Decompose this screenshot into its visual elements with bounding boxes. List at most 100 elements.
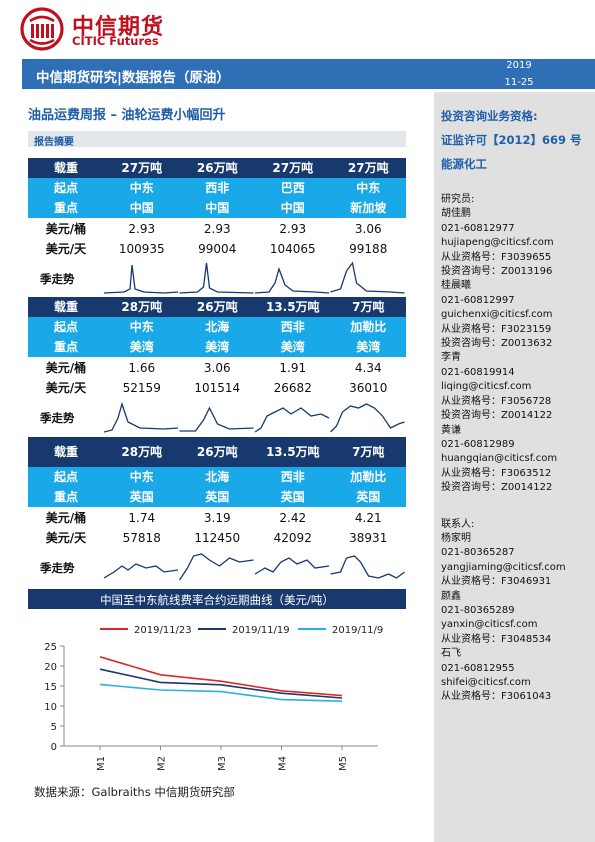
cell: 28万吨 <box>121 445 163 459</box>
cell: 西非 <box>280 320 305 334</box>
contact-cert: 从业资格号：F3046931 <box>441 576 552 588</box>
cell: 99004 <box>198 242 237 256</box>
researcher-phone: 021-60819914 <box>441 366 515 378</box>
cell: 42092 <box>273 531 312 545</box>
researcher-cert: 从业资格号：F3039655 <box>441 251 552 263</box>
sparkline <box>178 553 254 581</box>
cell: 27万吨 <box>121 161 163 175</box>
researcher-name: 李青 <box>441 352 461 364</box>
cell: 中国 <box>280 201 305 215</box>
sparkline <box>254 266 330 294</box>
freight-table-2: 载重 28万吨 26万吨 13.5万吨 7万吨 起点 中东 北海 西非 加勒比 重点 美湾 美湾 美湾 美湾… <box>28 297 406 435</box>
researcher-email[interactable]: hujiapeng@citicsf.com <box>441 237 554 249</box>
sparkline <box>254 407 330 433</box>
legend-label: 2019/11/23 <box>134 625 192 636</box>
series-line <box>99 683 343 702</box>
cell: 英国 <box>205 490 230 504</box>
banner-title: 中信期货研究|数据报告（原油） <box>36 70 230 86</box>
y-tick-label: 0 <box>51 742 57 753</box>
contact-email[interactable]: yangjiaming@citicsf.com <box>441 561 566 573</box>
cell: 1.91 <box>279 361 307 375</box>
row-label: 美元/天 <box>45 242 87 256</box>
cell: 英国 <box>356 490 381 504</box>
cell: 中东 <box>129 320 154 334</box>
y-tick-label: 5 <box>51 722 57 733</box>
sparkline <box>179 406 254 432</box>
researcher-email[interactable]: guichenxi@citicsf.com <box>441 309 553 321</box>
cell: 27万吨 <box>347 161 389 175</box>
data-source: 数据来源：Galbraiths 中信期货研究部 <box>34 785 235 799</box>
row-label: 起点 <box>53 470 78 484</box>
row-dest: 重点 中国 中国 中国 新加坡 <box>28 198 406 218</box>
department: 能源化工 <box>441 157 487 171</box>
report-title: 油品运费周报 – 油轮运费小幅回升 <box>28 108 226 123</box>
row-label: 载重 <box>53 300 78 314</box>
cell: 13.5万吨 <box>265 300 320 314</box>
contact-cert: 从业资格号：F3048534 <box>441 633 552 645</box>
researchers-label: 研究员: <box>441 194 475 205</box>
row-usd-bbl: 美元/桶 1.74 3.19 2.42 4.21 <box>28 508 406 528</box>
season-label: 季走势 <box>40 411 75 425</box>
y-tick-label: 15 <box>44 682 57 693</box>
sparkline <box>104 264 179 294</box>
cell: 中东 <box>129 181 154 195</box>
cell: 北海 <box>205 320 230 334</box>
contact-email[interactable]: shifei@citicsf.com <box>441 677 531 688</box>
cell: 中东 <box>129 470 154 484</box>
row-label: 美元/桶 <box>45 222 87 236</box>
seasonal-sparklines <box>104 553 405 581</box>
seasonal-sparklines <box>104 401 405 433</box>
cell: 西非 <box>205 181 230 195</box>
row-label: 美元/天 <box>45 531 87 545</box>
contact-email[interactable]: yanxin@citicsf.com <box>441 619 538 631</box>
researcher-phone: 021-60812989 <box>441 438 515 450</box>
cell: 38931 <box>349 531 388 545</box>
contacts-label: 联系人: <box>441 518 475 530</box>
cell: 美湾 <box>129 340 154 354</box>
summary-label: 报告摘要 <box>34 137 74 148</box>
freight-table-3: 载重 28万吨 26万吨 13.5万吨 7万吨 起点 中东 北海 西非 加勒比 重点 英国 英国 英国 英国… <box>28 437 406 584</box>
row-load: 载重 28万吨 26万吨 13.5万吨 7万吨 <box>28 437 406 467</box>
row-load: 载重 28万吨 26万吨 13.5万吨 7万吨 <box>28 297 406 317</box>
sparkline <box>254 557 330 575</box>
forward-curve-chart: 2019/11/23 2019/11/19 2019/11/9 0 5 10 15 20 25 M… <box>44 625 383 771</box>
sidebar <box>434 92 595 842</box>
report-date-monthday: 11-25 <box>504 77 534 88</box>
header-banner <box>22 59 595 89</box>
cell: 26万吨 <box>196 161 238 175</box>
contact-name: 颜鑫 <box>441 590 461 602</box>
cell: 27万吨 <box>272 161 314 175</box>
y-tick-label: 20 <box>44 662 57 673</box>
row-origin: 起点 中东 西非 巴西 中东 <box>28 178 406 198</box>
row-usd-day: 美元/天 100935 99004 104065 99188 <box>28 239 406 259</box>
researcher-name: 胡佳鹏 <box>441 208 471 220</box>
row-label: 重点 <box>53 340 78 354</box>
season-label: 季走势 <box>40 272 75 286</box>
row-dest: 重点 英国 英国 英国 英国 <box>28 487 406 507</box>
license-number: 证监许可【2012】669 号 <box>441 133 582 147</box>
row-label: 重点 <box>53 490 78 504</box>
cell: 巴西 <box>280 181 305 195</box>
x-tick-label: M2 <box>157 756 168 771</box>
researcher-advisory: 投资咨询号：Z0014122 <box>441 482 553 494</box>
report-date-year: 2019 <box>506 60 532 71</box>
cell: 100935 <box>118 242 165 256</box>
cell: 2.93 <box>203 222 231 236</box>
logo-chinese-name: 中信期货 <box>72 15 165 40</box>
report-date: 2019 11-25 <box>497 57 541 91</box>
cell: 西非 <box>280 470 305 484</box>
sparkline <box>179 262 254 294</box>
researcher-advisory: 投资咨询号：Z0014122 <box>441 410 553 422</box>
row-usd-day: 美元/天 57818 112450 42092 38931 <box>28 528 406 548</box>
cell: 4.21 <box>354 511 382 525</box>
sparkline <box>104 401 179 433</box>
researcher-cert: 从业资格号：F3063512 <box>441 467 552 479</box>
contact-cert: 从业资格号：F3061043 <box>441 691 552 703</box>
researcher-email[interactable]: huangqian@citicsf.com <box>441 453 558 465</box>
chart-title-bar <box>28 589 406 609</box>
researcher-email[interactable]: liqing@citicsf.com <box>441 381 532 393</box>
cell: 加勒比 <box>350 470 387 484</box>
row-label: 美元/桶 <box>45 511 87 525</box>
contact-phone: 021-60812955 <box>441 662 515 674</box>
cell: 2.93 <box>279 222 307 236</box>
